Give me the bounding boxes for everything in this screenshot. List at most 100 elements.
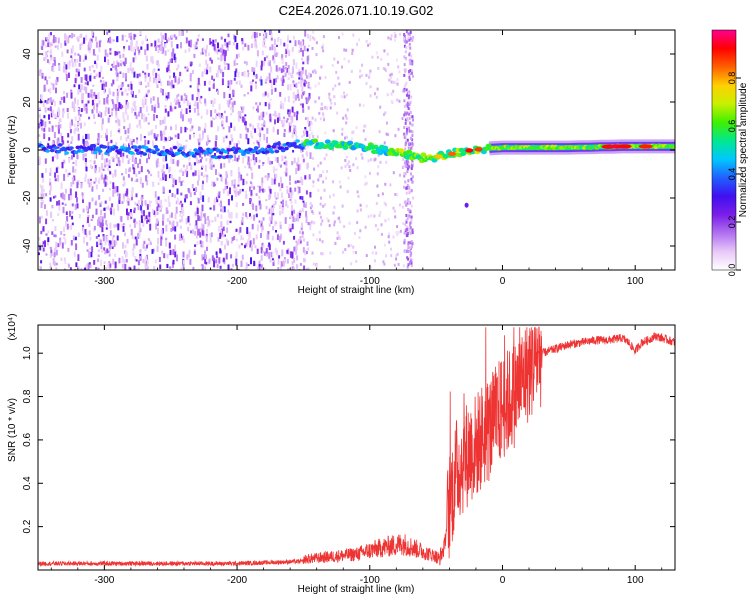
noise-pixel [234, 35, 237, 43]
noise-pixel [223, 41, 226, 46]
noise-pixel [180, 95, 183, 101]
noise-pixel [98, 111, 101, 115]
carrier-track-layer [38, 138, 675, 208]
noise-pixel [101, 174, 104, 180]
noise-pixel [209, 236, 212, 243]
noise-pixel [71, 203, 74, 207]
noise-pixel [399, 229, 402, 233]
noise-pixel [352, 130, 355, 134]
noise-pixel [171, 222, 174, 227]
noise-pixel [198, 98, 201, 103]
noise-pixel [241, 220, 244, 226]
noise-pixel [338, 36, 340, 40]
noise-pixel [137, 46, 139, 51]
noise-pixel [223, 163, 226, 168]
noise-pixel [258, 200, 261, 206]
noise-pixel [270, 81, 273, 89]
noise-pixel [341, 32, 344, 36]
noise-pixel [347, 59, 350, 63]
noise-pixel [109, 36, 111, 44]
noise-pixel [131, 90, 134, 95]
noise-pixel [405, 132, 408, 136]
noise-pixel [123, 143, 126, 150]
noise-pixel [172, 259, 175, 265]
noise-pixel [260, 75, 263, 81]
noise-pixel [274, 157, 277, 162]
noise-pixel [139, 31, 142, 35]
noise-pixel [154, 259, 157, 264]
noise-pixel [233, 77, 236, 81]
noise-pixel [41, 173, 44, 178]
colorbar-tick-label: 0.4 [727, 168, 737, 181]
noise-pixel [189, 201, 192, 206]
noise-pixel [233, 179, 236, 185]
noise-pixel [221, 120, 224, 125]
spectrogram-x-ticks: -300 -200 -100 0 100 [50, 30, 663, 287]
carrier-blob [406, 149, 413, 155]
noise-pixel [359, 75, 361, 79]
noise-pixel [404, 147, 407, 151]
noise-pixel [287, 96, 290, 103]
noise-pixel [160, 234, 163, 241]
noise-pixel [50, 82, 53, 86]
noise-pixel [90, 251, 93, 258]
chart-title: C2E4.2026.071.10.19.G02 [279, 3, 434, 18]
noise-pixel [323, 188, 326, 192]
noise-pixel [285, 200, 288, 207]
noise-pixel [262, 36, 265, 39]
noise-pixel [63, 226, 65, 233]
noise-pixel [176, 79, 179, 83]
noise-pixel [216, 263, 219, 268]
noise-pixel [182, 251, 185, 258]
noise-pixel [289, 72, 292, 77]
noise-pixel [244, 165, 247, 168]
noise-pixel [349, 169, 352, 172]
noise-pixel [137, 232, 140, 239]
noise-pixel [251, 43, 253, 49]
noise-pixel [134, 56, 137, 60]
noise-pixel [306, 48, 309, 52]
noise-pixel [211, 75, 214, 80]
noise-pixel [411, 258, 414, 262]
noise-pixel [48, 33, 51, 39]
noise-pixel [269, 98, 272, 101]
noise-pixel [260, 112, 263, 119]
noise-pixel [107, 40, 110, 43]
noise-pixel [222, 188, 225, 194]
noise-pixel [388, 240, 391, 244]
noise-pixel [411, 59, 414, 63]
noise-pixel [218, 112, 221, 117]
noise-pixel [305, 75, 308, 79]
noise-pixel [277, 68, 280, 73]
noise-pixel [274, 47, 277, 54]
noise-pixel [119, 135, 122, 141]
noise-pixel [398, 70, 401, 74]
noise-pixel [262, 244, 265, 248]
noise-pixel [67, 36, 70, 44]
noise-pixel [188, 162, 191, 166]
noise-pixel [245, 242, 248, 247]
noise-pixel [267, 234, 270, 240]
noise-pixel [84, 153, 87, 157]
noise-pixel [235, 256, 238, 261]
noise-pixel [394, 215, 397, 219]
noise-pixel [311, 251, 314, 255]
carrier-blob [292, 141, 297, 146]
noise-pixel [172, 262, 174, 268]
noise-pixel [203, 80, 206, 86]
noise-pixel [182, 145, 185, 152]
noise-pixel [114, 65, 117, 70]
noise-pixel [134, 94, 137, 98]
noise-pixel [115, 142, 118, 146]
noise-pixel [269, 258, 272, 263]
noise-pixel [362, 129, 365, 133]
noise-pixel [232, 159, 234, 162]
noise-pixel [262, 111, 265, 118]
noise-pixel [120, 87, 123, 91]
noise-pixel [110, 68, 113, 71]
noise-pixel [116, 203, 119, 211]
noise-pixel [255, 213, 258, 218]
noise-pixel [405, 138, 408, 142]
noise-pixel [135, 221, 138, 225]
noise-pixel [76, 154, 79, 160]
